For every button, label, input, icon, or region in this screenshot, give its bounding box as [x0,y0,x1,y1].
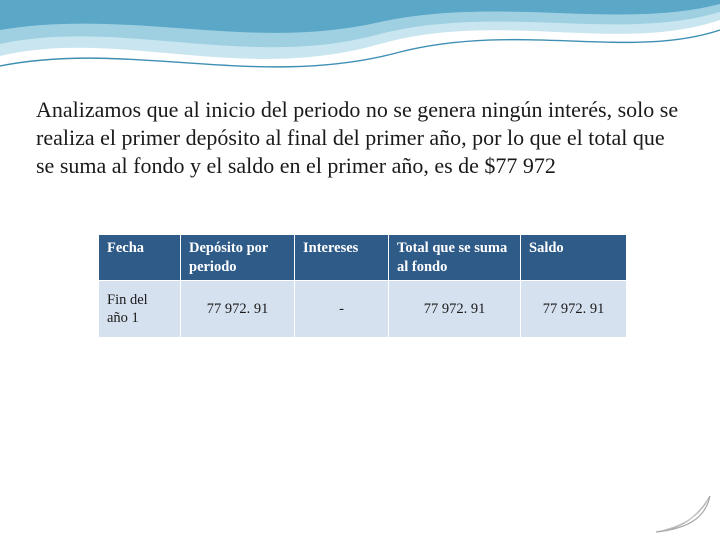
wave-band-3 [0,0,720,59]
cell-interes: - [295,280,389,337]
col-header-interes: Intereses [295,235,389,280]
cell-total: 77 972. 91 [389,280,521,337]
intro-paragraph: Analizamos que al inicio del periodo no … [36,96,684,180]
cell-fecha: Fin del año 1 [99,280,181,337]
cell-saldo: 77 972. 91 [521,280,627,337]
table-row: Fin del año 1 77 972. 91 - 77 972. 91 77… [99,280,627,337]
slide-content: Analizamos que al inicio del periodo no … [36,96,684,338]
decorative-wave-top [0,0,720,90]
table-header-row: Fecha Depósito por periodo Intereses Tot… [99,235,627,280]
col-header-saldo: Saldo [521,235,627,280]
wave-band-1 [0,0,720,33]
cell-deposito: 77 972. 91 [181,280,295,337]
wave-line [0,30,720,67]
col-header-fecha: Fecha [99,235,181,280]
col-header-deposito: Depósito por periodo [181,235,295,280]
wave-band-2 [0,0,720,47]
page-curl-icon [654,490,712,534]
amortization-table: Fecha Depósito por periodo Intereses Tot… [98,234,627,338]
col-header-total: Total que se suma al fondo [389,235,521,280]
amortization-table-wrap: Fecha Depósito por periodo Intereses Tot… [98,234,626,338]
